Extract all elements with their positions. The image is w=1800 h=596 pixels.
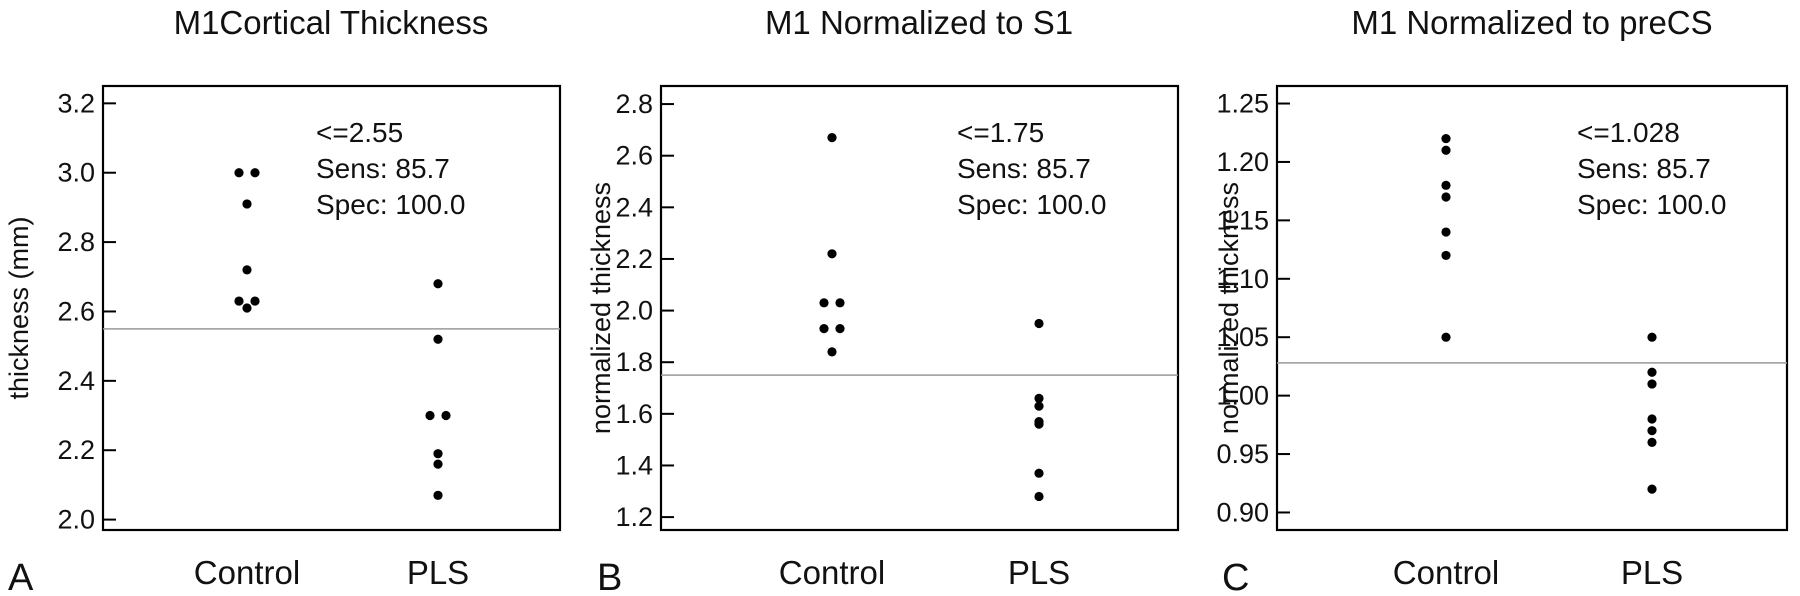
data-point-control [242,303,252,313]
data-point-pls [1034,468,1044,478]
data-point-pls [1034,393,1044,403]
panel-title: M1 Normalized to preCS [1351,4,1712,41]
panel-letter: A [8,557,34,596]
data-point-pls [441,410,451,421]
x-category-label: Control [194,554,300,591]
panel-c: M1 Normalized to preCS 0.90 0.95 1.00 1.05 1.… [1214,4,1789,596]
panel-a: M1Cortical Thickness 2.0 2.2 2.4 2.6 2.8 3.0 3.… [4,4,562,596]
plot-frame [1275,84,1789,532]
y-tick-label: 1.8 [615,347,653,377]
plot-frame [101,84,562,532]
x-category-label: PLS [1008,554,1070,591]
y-axis-label: normalized thickness [1214,182,1244,434]
y-tick-label: 0.95 [1216,439,1269,469]
cutoff-annotation: <=1.75 [957,117,1044,148]
data-point-pls [433,334,443,344]
panel-letter: B [597,557,622,596]
y-tick-label: 2.2 [57,435,95,465]
data-point-control [835,324,845,334]
y-tick-label: 1.05 [1216,322,1269,352]
data-point-pls [1647,426,1657,436]
y-tick-label: 2.0 [615,296,653,326]
y-tick-label: 2.6 [615,141,653,171]
y-tick-label: 1.10 [1216,264,1269,294]
panel-title: M1 Normalized to S1 [765,4,1073,41]
x-category-label: Control [1393,554,1499,591]
y-tick-label: 1.00 [1216,381,1269,411]
data-point-control [250,168,260,178]
cutoff-annotation: Sens: 85.7 [316,153,450,184]
data-point-control [1441,250,1451,261]
data-point-pls [1034,419,1044,429]
data-point-pls [1647,484,1657,494]
cutoff-annotation: Spec: 100.0 [316,189,465,220]
y-tick-label: 0.90 [1216,497,1269,527]
plot-frame [659,84,1180,532]
data-point-control [1441,192,1451,202]
data-point-control [250,296,260,306]
y-tick-label: 3.2 [57,88,95,118]
panel-b: M1 Normalized to S1 1.2 1.4 1.6 1.8 2.0 2.2 2.4… [586,4,1180,596]
data-point-control [819,298,829,308]
y-tick-label: 1.20 [1216,147,1269,177]
y-tick-label: 1.6 [615,399,653,429]
data-point-control [827,133,837,143]
x-category-label: Control [779,554,885,591]
cutoff-annotation: <=2.55 [316,117,403,148]
y-tick-label: 1.2 [615,502,653,532]
data-point-pls [1034,318,1044,329]
data-point-control [1441,227,1451,237]
y-axis-label: thickness (mm) [4,216,34,399]
data-point-control [234,168,244,178]
data-point-control [234,296,244,306]
data-point-control [1441,332,1451,342]
data-point-pls [433,449,443,459]
data-point-control [827,347,837,357]
y-tick-label: 1.15 [1216,205,1269,235]
y-tick-label: 2.6 [57,296,95,326]
cutoff-annotation: Spec: 100.0 [957,189,1106,220]
data-point-pls [425,410,435,421]
panel-title: M1Cortical Thickness [174,4,489,41]
y-tick-label: 2.8 [57,227,95,257]
data-point-pls [433,490,443,500]
data-point-pls [1647,367,1657,377]
y-axis-label: normalized thickness [586,182,616,434]
y-tick-label: 1.25 [1216,89,1269,119]
cutoff-annotation: Sens: 85.7 [1577,153,1711,184]
data-point-control [242,265,252,275]
data-point-control [819,324,829,334]
data-point-pls [1647,437,1657,447]
data-point-pls [1647,414,1657,424]
data-point-pls [433,459,443,469]
y-tick-label: 2.0 [57,505,95,535]
data-point-pls [1034,491,1044,502]
data-point-pls [1647,379,1657,389]
cutoff-annotation: Sens: 85.7 [957,153,1091,184]
data-point-control [1441,180,1451,190]
y-tick-label: 1.4 [615,450,653,480]
data-point-control [827,249,837,259]
y-tick-label: 2.4 [57,366,95,396]
data-point-pls [1647,332,1657,342]
data-point-control [242,199,252,209]
data-point-pls [433,279,443,289]
x-category-label: PLS [407,554,469,591]
data-point-control [835,298,845,308]
x-category-label: PLS [1621,554,1683,591]
data-point-pls [1034,401,1044,411]
y-tick-label: 2.8 [615,89,653,119]
data-point-control [1441,145,1451,155]
y-tick-label: 2.2 [615,244,653,274]
cutoff-annotation: <=1.028 [1577,117,1680,148]
y-tick-label: 2.4 [615,192,653,222]
y-tick-label: 3.0 [57,158,95,188]
cutoff-annotation: Spec: 100.0 [1577,189,1726,220]
panel-letter: C [1222,557,1249,596]
data-point-control [1441,133,1451,144]
